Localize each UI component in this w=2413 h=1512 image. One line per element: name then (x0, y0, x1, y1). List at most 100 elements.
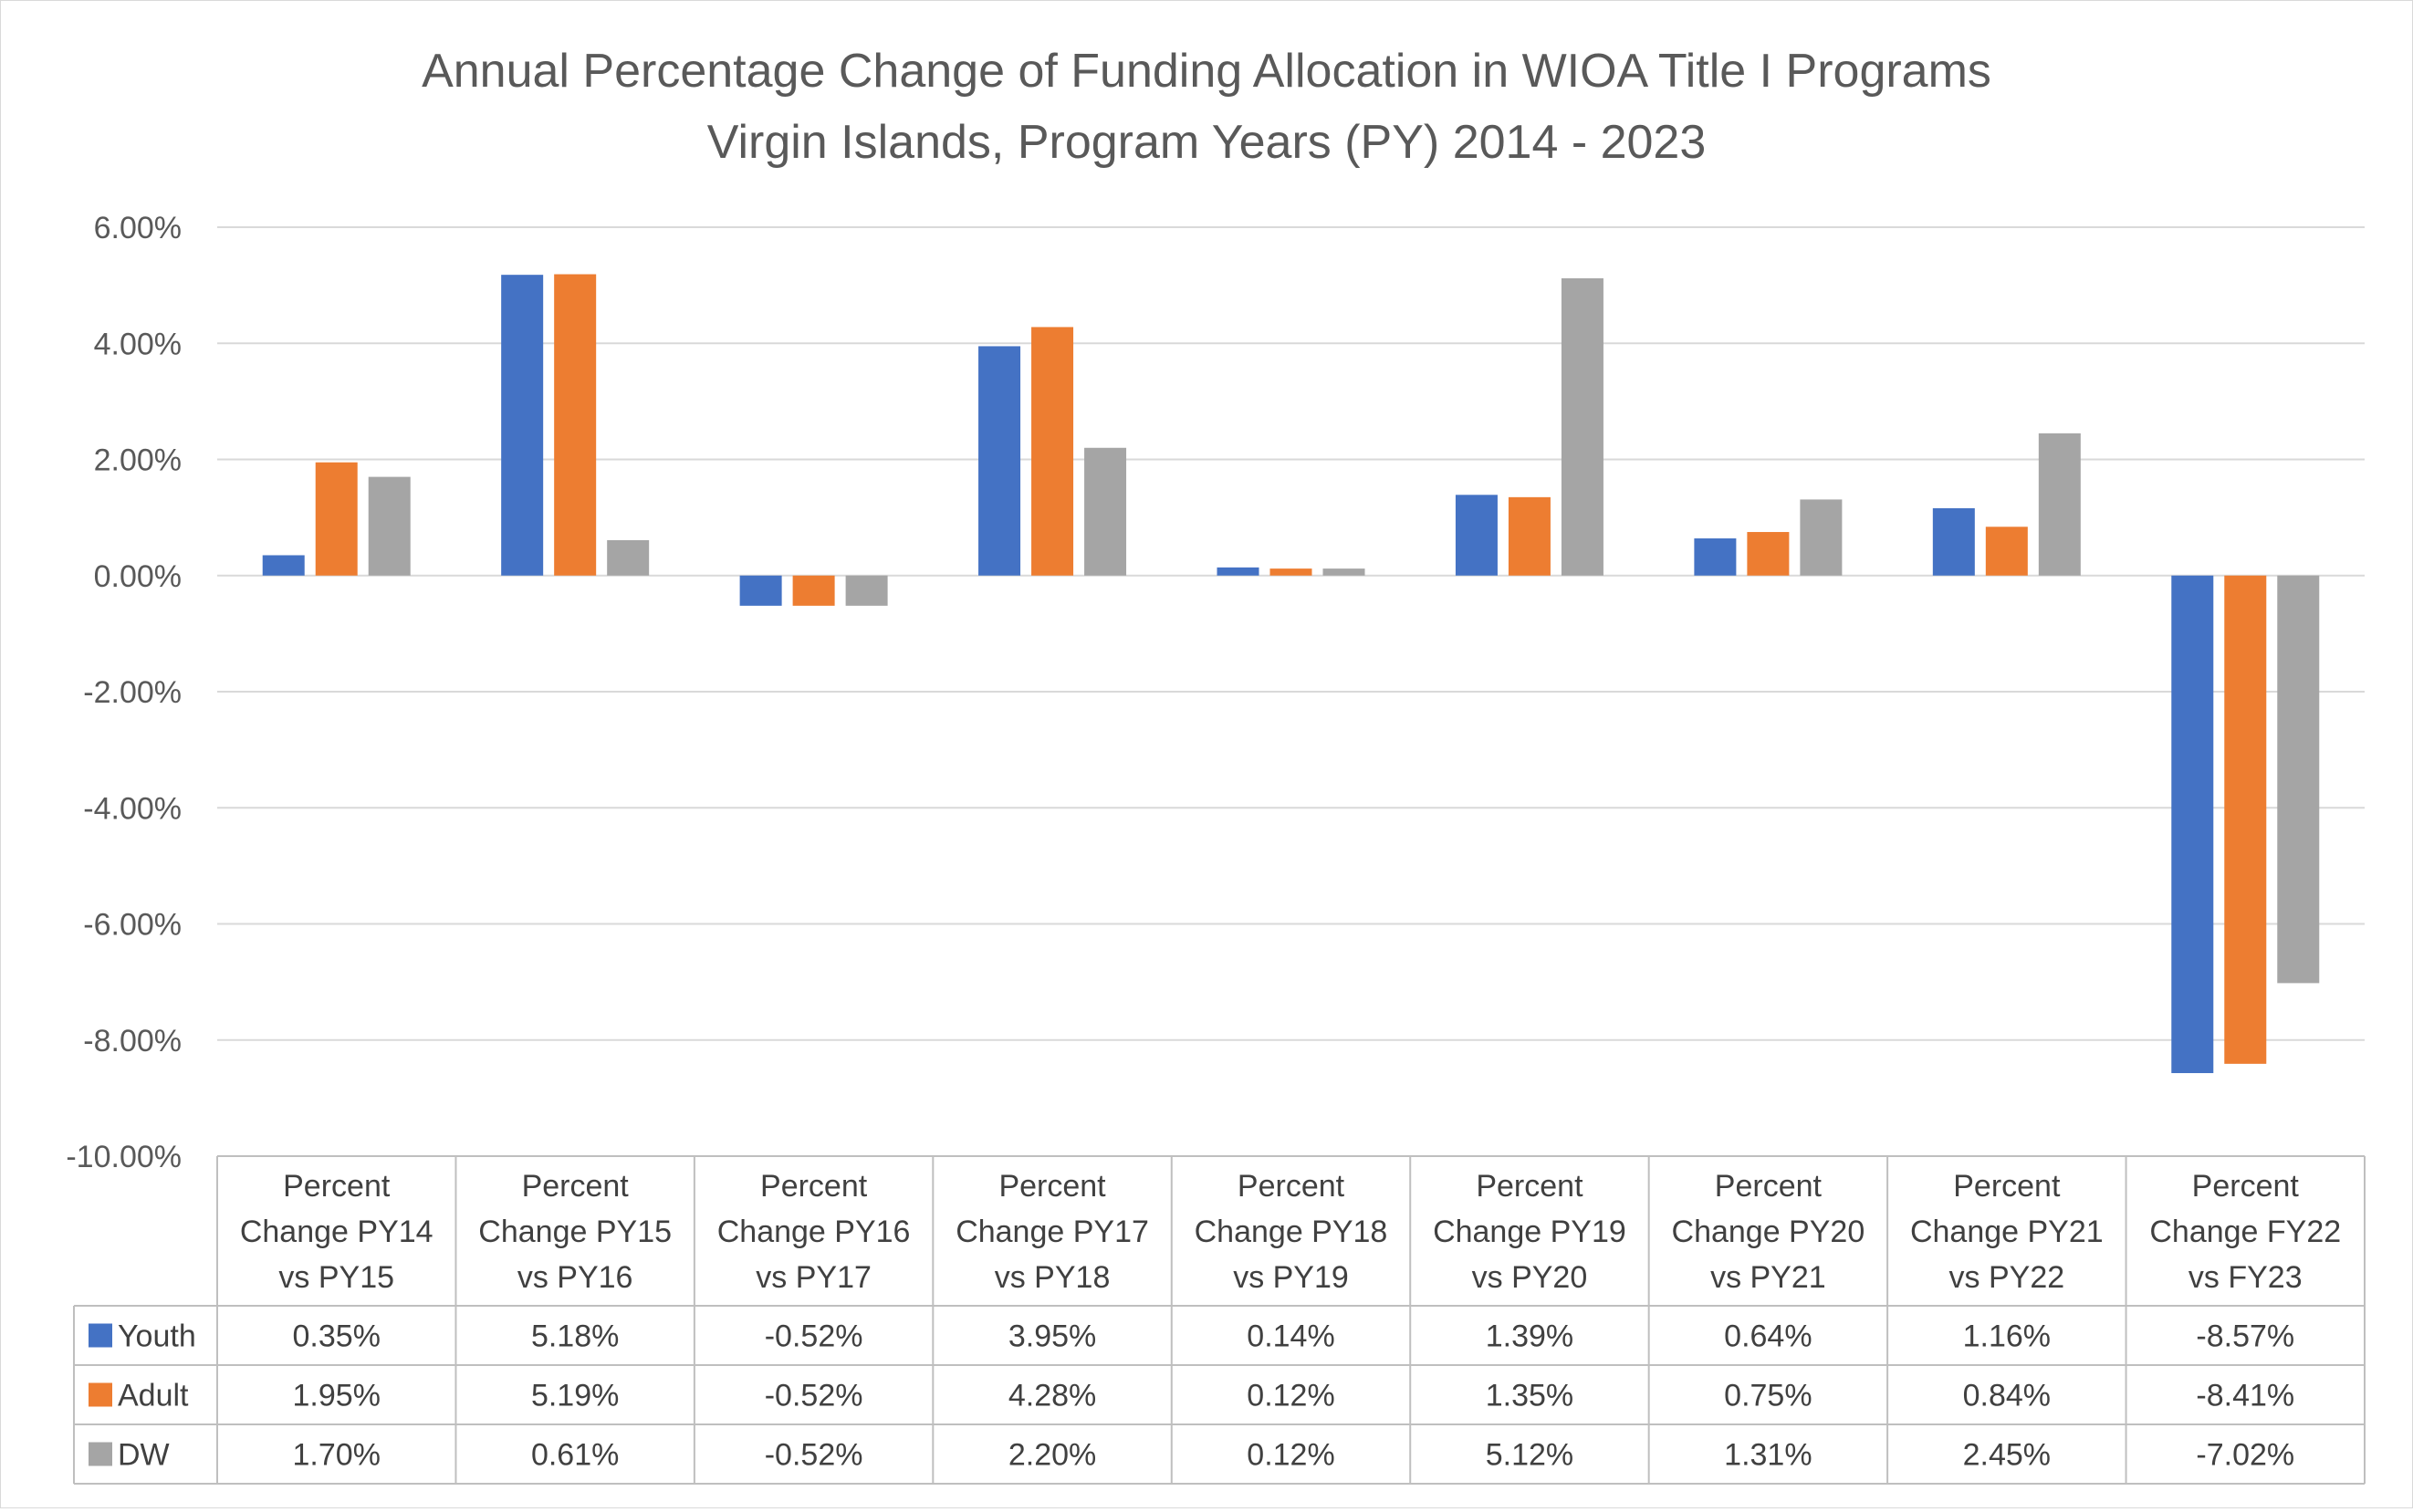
data-label: -0.52% (765, 1319, 863, 1354)
category-label: Percent (760, 1169, 868, 1204)
y-tick-label: 6.00% (94, 211, 182, 245)
bar-dw-5 (1322, 568, 1365, 576)
category-label: Percent (998, 1169, 1106, 1204)
y-tick-label: 2.00% (94, 443, 182, 478)
data-label: 5.12% (1486, 1438, 1573, 1473)
category-label: vs PY17 (756, 1260, 872, 1295)
data-label: 0.84% (1963, 1379, 2051, 1413)
data-label: 2.20% (1008, 1438, 1096, 1473)
category-label: Percent (283, 1169, 391, 1204)
bar-adult-5 (1269, 568, 1312, 576)
y-tick-label: -6.00% (83, 908, 182, 943)
bar-youth-4 (978, 346, 1021, 576)
bar-adult-9 (2224, 575, 2267, 1064)
category-label: Percent (1476, 1169, 1583, 1204)
data-label: 1.31% (1724, 1438, 1812, 1473)
data-label: 1.35% (1486, 1379, 1573, 1413)
bar-youth-8 (1932, 507, 1975, 576)
data-label: 3.95% (1008, 1319, 1096, 1354)
category-label: Change PY14 (240, 1215, 434, 1249)
data-label: 0.12% (1247, 1379, 1334, 1413)
legend-key-adult (89, 1382, 112, 1407)
data-label: 0.64% (1724, 1319, 1812, 1354)
data-label: 0.35% (293, 1319, 381, 1354)
bar-youth-2 (501, 275, 544, 576)
bar-youth-6 (1455, 495, 1498, 576)
category-label: vs PY20 (1472, 1260, 1588, 1295)
data-label: -0.52% (765, 1438, 863, 1473)
category-label: Change PY21 (1910, 1215, 2104, 1249)
data-label: 5.19% (531, 1379, 619, 1413)
category-label: vs PY18 (995, 1260, 1111, 1295)
data-label: -7.02% (2196, 1438, 2294, 1473)
bar-dw-4 (1084, 447, 1127, 576)
category-label: Change PY17 (956, 1215, 1149, 1249)
bar-youth-9 (2171, 575, 2214, 1074)
y-tick-label: -8.00% (83, 1024, 182, 1058)
legend-label-adult: Adult (118, 1379, 189, 1413)
category-label: vs PY22 (1949, 1260, 2065, 1295)
bar-dw-8 (2038, 433, 2081, 576)
category-label: Change FY22 (2149, 1215, 2341, 1249)
category-label: Percent (522, 1169, 630, 1204)
chart-title-line-2: Virgin Islands, Program Years (PY) 2014 … (707, 116, 1707, 169)
bar-dw-3 (845, 575, 888, 606)
bar-dw-6 (1561, 277, 1603, 576)
category-label: Percent (2192, 1169, 2300, 1204)
category-label: vs PY15 (278, 1260, 394, 1295)
bar-dw-9 (2277, 575, 2320, 984)
data-label: 1.39% (1486, 1319, 1573, 1354)
category-label: vs FY23 (2188, 1260, 2303, 1295)
category-label: Change PY19 (1433, 1215, 1626, 1249)
bars (262, 274, 2320, 1074)
data-label: 0.61% (531, 1438, 619, 1473)
bar-youth-1 (262, 555, 305, 576)
data-label: 0.14% (1247, 1319, 1334, 1354)
category-label: vs PY19 (1233, 1260, 1349, 1295)
bar-adult-1 (315, 462, 358, 576)
bar-dw-2 (607, 539, 650, 576)
y-axis-tick-labels: 6.00% 4.00% 2.00% 0.00% -2.00% -4.00% -6.00% -8… (66, 211, 182, 1174)
bar-adult-3 (792, 575, 835, 606)
chart-title-line-1: Annual Percentage Change of Funding Allo… (422, 45, 1991, 98)
category-label: Change PY20 (1672, 1215, 1865, 1249)
bar-adult-6 (1508, 496, 1551, 576)
bar-adult-2 (554, 274, 597, 576)
legend-label-youth: Youth (118, 1319, 196, 1354)
data-label: 0.75% (1724, 1379, 1812, 1413)
data-label: 5.18% (531, 1319, 619, 1354)
data-label: -8.41% (2196, 1379, 2294, 1413)
y-tick-label: -10.00% (66, 1140, 182, 1174)
data-label: 1.95% (293, 1379, 381, 1413)
category-label: Percent (1715, 1169, 1823, 1204)
data-label: -8.57% (2196, 1319, 2294, 1354)
bar-adult-4 (1031, 327, 1074, 576)
bar-adult-8 (1985, 527, 2028, 576)
y-tick-label: 0.00% (94, 559, 182, 594)
category-label: Change PY18 (1195, 1215, 1388, 1249)
category-label: Percent (1953, 1169, 2061, 1204)
category-label: Change PY15 (478, 1215, 672, 1249)
data-table: Percent Change PY14 vs PY15 Percent Change P… (73, 1155, 2366, 1485)
bar-dw-1 (368, 476, 411, 576)
category-label: Change PY16 (717, 1215, 911, 1249)
bar-youth-7 (1694, 538, 1737, 576)
y-tick-label: -4.00% (83, 791, 182, 826)
y-tick-label: 4.00% (94, 327, 182, 361)
data-label: -0.52% (765, 1379, 863, 1413)
data-label: 2.45% (1963, 1438, 2051, 1473)
y-tick-label: -2.00% (83, 675, 182, 710)
legend-key-youth (89, 1323, 112, 1348)
data-label: 1.16% (1963, 1319, 2051, 1354)
data-label: 1.70% (293, 1438, 381, 1473)
bar-youth-3 (739, 575, 782, 606)
legend-key-dw (89, 1442, 112, 1466)
category-label: Percent (1238, 1169, 1345, 1204)
category-label: vs PY21 (1710, 1260, 1826, 1295)
bar-youth-5 (1217, 567, 1259, 576)
bar-adult-7 (1747, 532, 1790, 576)
legend-label-dw: DW (118, 1438, 170, 1473)
data-label: 0.12% (1247, 1438, 1334, 1473)
